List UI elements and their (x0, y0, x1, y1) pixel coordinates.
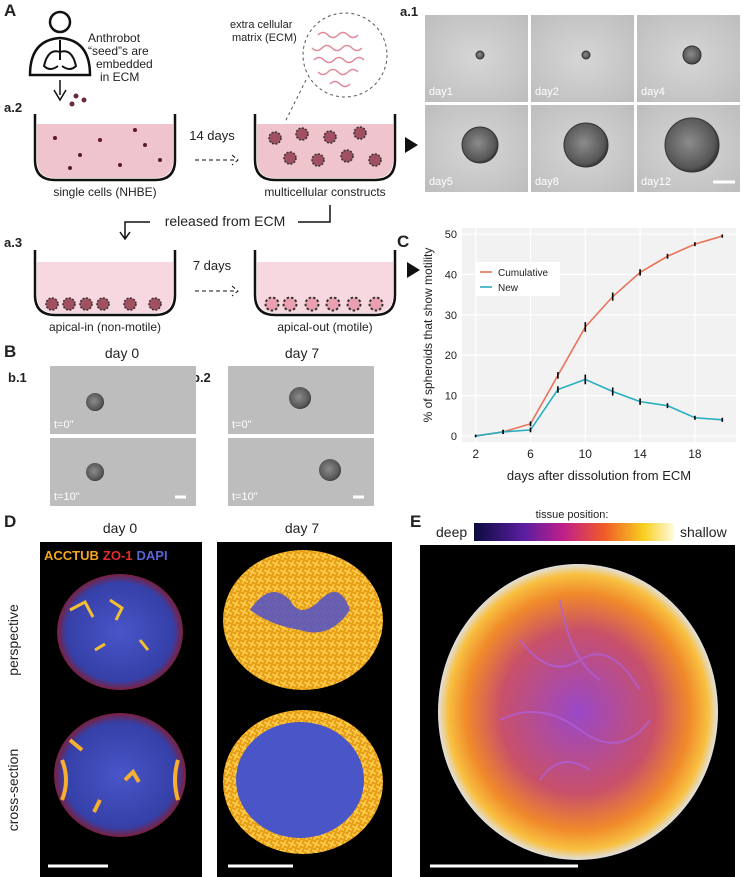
panel-label: B (4, 342, 16, 361)
day-label: day12 (641, 176, 671, 188)
colorbar (474, 523, 674, 541)
micrograph-grid: day1 day2 day4 day5 day8 day12 (425, 15, 740, 192)
colorbar-title: tissue position: (536, 509, 609, 521)
sub-label: a.2 (4, 100, 22, 115)
row-label: cross-section (5, 749, 21, 831)
x-tick-label: 6 (527, 447, 534, 461)
well-label: multicellular constructs (264, 185, 385, 199)
x-tick-label: 2 (472, 447, 479, 461)
sub-label: a.1 (400, 4, 418, 19)
arrow (195, 154, 239, 166)
cell (664, 117, 720, 173)
column-title: day 0 (103, 520, 137, 536)
annotation: “seed”s are (88, 44, 149, 58)
panel-label: E (410, 512, 421, 531)
panel-label: C (397, 232, 409, 251)
row-label: perspective (5, 604, 21, 676)
cell (461, 126, 499, 164)
day-label: day4 (641, 86, 665, 98)
well (253, 114, 397, 182)
cell (581, 50, 591, 60)
time-label: t=10" (232, 491, 258, 503)
arrow (119, 205, 331, 241)
arrow (195, 285, 239, 297)
line (475, 235, 723, 437)
panel-label: A (4, 1, 16, 20)
legend-label: New (498, 283, 519, 294)
step-label: 7 days (193, 258, 232, 273)
time-label: t=10" (54, 491, 80, 503)
well (33, 250, 177, 317)
y-tick-label: 0 (451, 431, 457, 443)
sub-label: b.2 (192, 370, 211, 385)
legend-box (476, 262, 560, 296)
column-title: day 7 (285, 520, 319, 536)
stain-name: ZO-1 (103, 548, 133, 563)
y-tick-label: 30 (445, 310, 457, 322)
x-axis-title: days after dissolution from ECM (507, 468, 691, 483)
micrograph (228, 438, 374, 506)
spheroid (86, 393, 104, 411)
step-label: released from ECM (165, 213, 286, 229)
stain-name: ACCTUB (44, 548, 99, 563)
well-label: apical-out (motile) (277, 320, 372, 334)
well-label: apical-in (non-motile) (49, 320, 161, 334)
annotation: embedded (96, 57, 153, 71)
colorbar-label: deep (436, 524, 467, 540)
spheroid (289, 387, 311, 409)
y-tick-label: 10 (445, 391, 457, 403)
micrograph (50, 366, 196, 434)
micrograph-grid: t=0" t=10" t=0" t=10" (50, 366, 374, 506)
stain-legend: ACCTUB ZO-1 DAPI (44, 548, 168, 563)
day-label: day2 (535, 86, 559, 98)
person-icon (28, 10, 92, 102)
seed-dots (69, 93, 87, 107)
pointer (405, 137, 418, 153)
spheroid (319, 459, 341, 481)
time-label: t=0" (54, 419, 74, 431)
spheroid (86, 463, 104, 481)
day-label: day8 (535, 176, 559, 188)
cell (563, 122, 609, 168)
legend-label: Cumulative (498, 268, 548, 279)
y-tick-label: 50 (445, 229, 457, 241)
micrograph (425, 15, 528, 102)
day-label: day5 (429, 176, 453, 188)
well (33, 114, 177, 182)
stain-name: DAPI (137, 548, 168, 563)
panel-label: D (4, 512, 16, 531)
x-tick-label: 14 (633, 447, 647, 461)
spheroid-image (54, 550, 383, 854)
well (253, 250, 397, 317)
time-label: t=0" (232, 419, 252, 431)
line (475, 378, 723, 437)
y-axis-title: % of spheroids that show motility (421, 248, 435, 423)
column-title: day 0 (105, 345, 139, 361)
x-tick-label: 10 (579, 447, 593, 461)
sub-label: b.1 (8, 370, 27, 385)
annotation: matrix (ECM) (232, 32, 297, 44)
chart: 0 10 20 30 40 50 2 6 10 14 18 days after dissolutio… (421, 228, 736, 483)
ecm-bubble (284, 12, 388, 123)
annotation: extra cellular (230, 19, 293, 31)
sub-label: a.3 (4, 235, 22, 250)
annotation: Anthrobot (88, 31, 141, 45)
micrograph (531, 15, 634, 102)
x-tick-label: 18 (688, 447, 702, 461)
y-tick-label: 20 (445, 350, 457, 362)
micrograph (50, 438, 196, 506)
spheroid-image (438, 564, 718, 860)
well-label: single cells (NHBE) (53, 185, 156, 199)
pointer (407, 262, 420, 278)
cell (475, 50, 485, 60)
column-title: day 7 (285, 345, 319, 361)
day-label: day1 (429, 86, 453, 98)
cell (682, 45, 702, 65)
y-tick-label: 40 (445, 269, 457, 281)
step-label: 14 days (189, 128, 235, 143)
colorbar-label: shallow (680, 524, 728, 540)
annotation: in ECM (100, 70, 139, 84)
